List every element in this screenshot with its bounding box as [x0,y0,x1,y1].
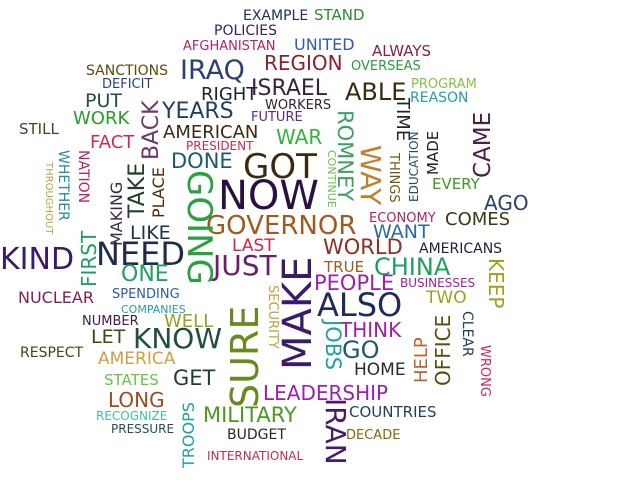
word-every: EVERY [432,175,480,193]
word-going: GOING [179,170,219,285]
word-ago: AGO [484,191,529,215]
word-need: NEED [96,235,186,273]
word-international: INTERNATIONAL [207,449,304,463]
word-israel: ISRAEL [251,76,328,101]
word-security: SECURITY [265,285,280,349]
word-military: MILITARY [203,403,297,427]
word-make: MAKE [275,256,321,370]
word-clear: CLEAR [459,311,475,357]
word-years: YEARS [162,99,234,124]
word-states: STATES [104,371,159,389]
word-afghanistan: AFGHANISTAN [183,39,276,54]
word-put: PUT [85,90,122,112]
word-iran: IRAN [319,398,352,465]
word-spending: SPENDING [112,287,180,302]
word-president: PRESIDENT [186,139,254,153]
word-way: WAY [354,145,387,206]
word-nuclear: NUCLEAR [18,288,94,307]
word-sanctions: SANCTIONS [86,63,169,79]
word-troops: TROOPS [179,402,198,468]
word-jobs: JOBS [321,320,345,371]
word-keep: KEEP [484,258,508,309]
word-able: ABLE [345,78,407,106]
word-well: WELL [164,311,214,332]
word-making: MAKING [107,181,126,246]
word-office: OFFICE [431,314,455,386]
word-companies: COMPANIES [121,303,186,316]
word-work: WORK [73,108,130,129]
word-stand: STAND [314,6,365,24]
word-united: UNITED [294,35,355,54]
word-take: TAKE [125,162,150,218]
word-people: PEOPLE [314,271,395,295]
word-nation: NATION [75,150,91,204]
word-true: TRUE [324,258,365,276]
word-made: MADE [424,130,442,175]
word-last: LAST [232,236,275,256]
word-let: LET [91,326,126,348]
word-america: AMERICA [98,349,176,369]
word-just: JUST [213,249,277,282]
word-fact: FACT [90,132,135,153]
word-kind: KIND [0,242,75,277]
word-education: EDUCATION [407,131,421,202]
word-sure: SURE [223,305,267,408]
word-home: HOME [354,360,406,380]
word-example: EXAMPLE [243,8,309,24]
word-go: GO [342,336,380,364]
word-think: THINK [340,318,402,342]
word-budget: BUDGET [227,427,286,443]
word-came: CAME [470,111,496,178]
word-place: PLACE [149,167,168,218]
word-reason: REASON [410,90,469,106]
word-region: REGION [264,51,343,75]
word-leadership: LEADERSHIP [263,381,389,405]
word-war: WAR [276,125,323,149]
word-one: ONE [121,262,169,287]
word-things: THINGS [386,153,401,203]
word-iraq: IRAQ [180,55,245,86]
word-done: DONE [171,149,233,173]
word-want: WANT [373,221,430,243]
word-businesses: BUSINESSES [400,276,476,290]
word-number: NUMBER [82,314,139,329]
word-help: HELP [411,337,432,383]
word-program: PROGRAM [411,77,477,92]
word-back: BACK [139,100,164,160]
word-always: ALWAYS [372,42,432,60]
word-still: STILL [19,120,59,138]
word-china: CHINA [374,253,451,281]
word-pressure: PRESSURE [111,422,175,436]
word-also: ALSO [317,286,403,324]
word-governor: GOVERNOR [206,211,357,241]
word-policies: POLICIES [214,23,278,39]
word-long: LONG [108,388,165,412]
word-americans: AMERICANS [419,241,503,257]
word-wrong: WRONG [477,345,492,397]
word-overseas: OVERSEAS [351,59,421,74]
word-know: KNOW [133,322,223,355]
word-world: WORLD [323,235,403,259]
word-now: NOW [218,173,319,219]
word-deficit: DEFICIT [102,77,153,92]
word-american: AMERICAN [163,122,259,143]
word-throughout: THROUGHOUT [43,162,54,235]
word-first: FIRST [77,230,101,287]
word-decade: DECADE [346,428,401,443]
word-get: GET [173,366,216,390]
word-workers: WORKERS [265,98,332,113]
word-got: GOT [243,147,317,187]
word-countries: COUNTRIES [349,403,437,421]
word-future: FUTURE [251,110,303,125]
word-like: LIKE [130,222,171,244]
word-right: RIGHT [201,84,258,105]
word-continue: CONTINUE [325,150,338,208]
word-economy: ECONOMY [369,211,436,226]
word-two: TWO [426,288,467,308]
word-respect: RESPECT [20,345,84,361]
word-whether: WHETHER [55,150,71,221]
word-comes: COMES [445,209,511,230]
word-recognize: RECOGNIZE [96,409,168,423]
